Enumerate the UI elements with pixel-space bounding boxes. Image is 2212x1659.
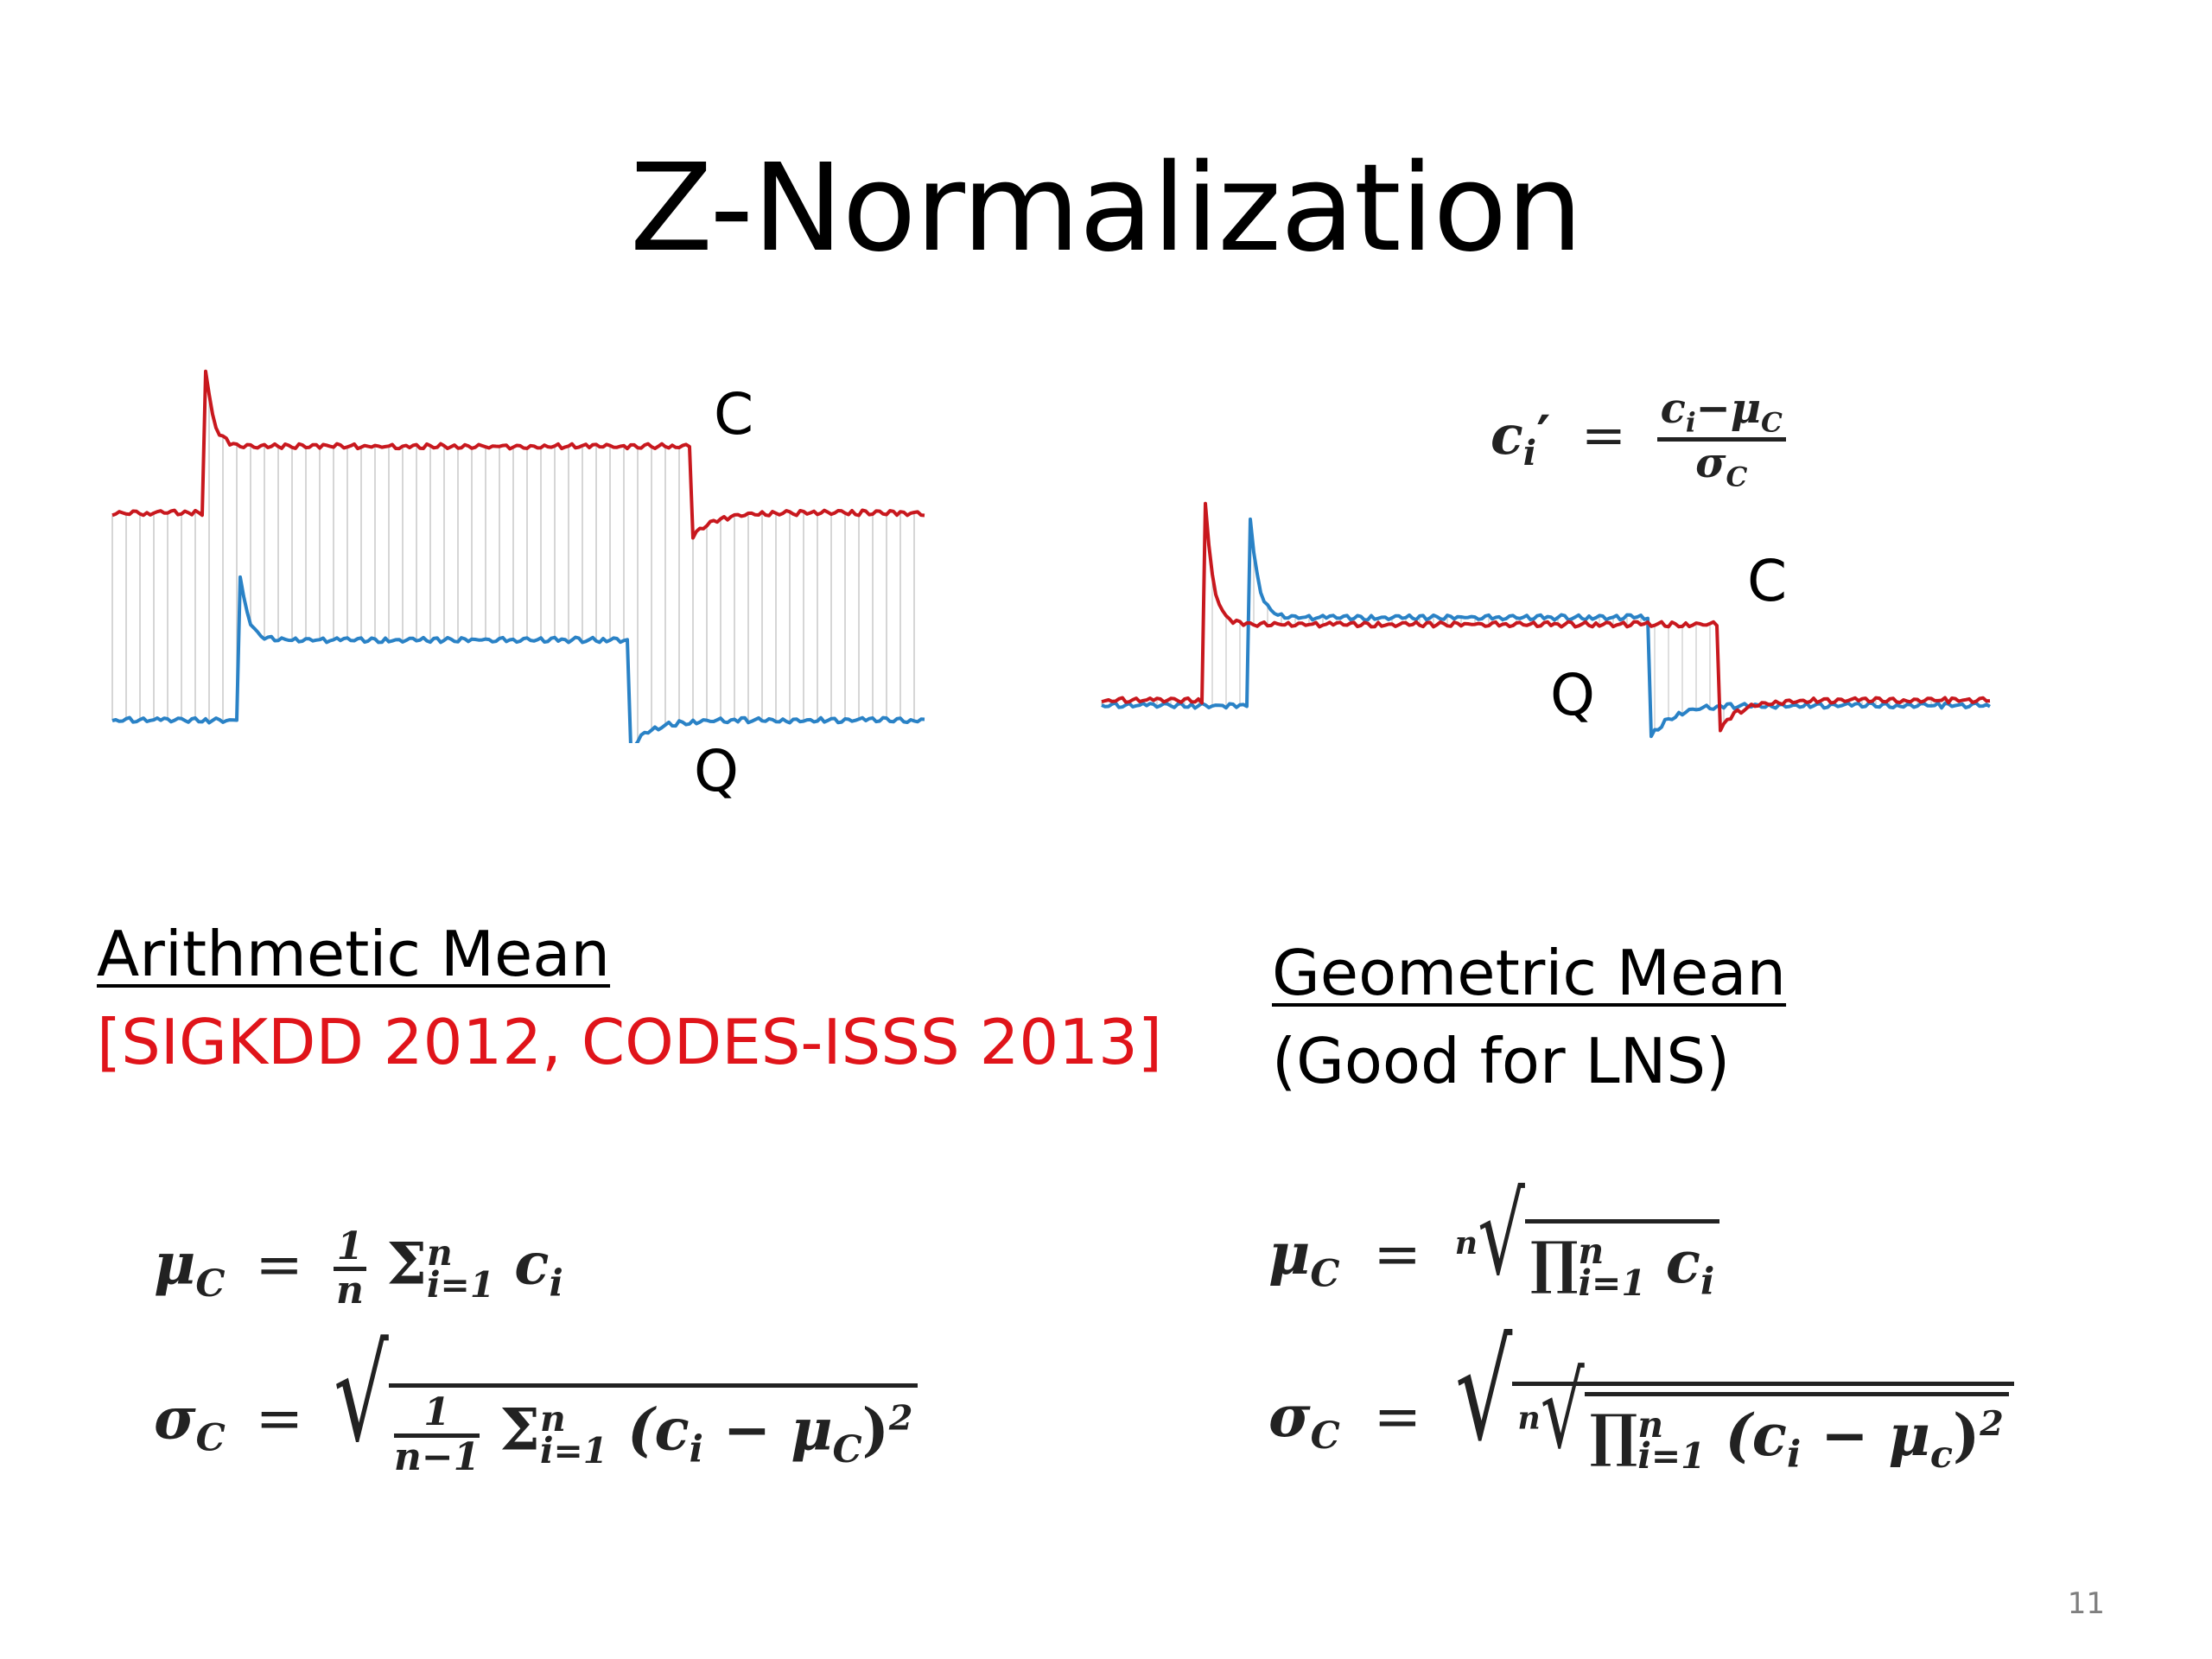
left-label-q: Q: [694, 738, 739, 804]
arithmetic-mean-heading: Arithmetic Mean: [97, 918, 611, 990]
plot-aligned-series: [1097, 493, 1996, 752]
geometric-note: (Good for LNS): [1272, 1025, 1731, 1097]
slide-title: Z-Normalization: [630, 138, 1583, 279]
geometric-std-formula: σC = √ n√ ∏ n i=1 (ci − μc)2: [1268, 1313, 2014, 1478]
z-normalization-formula: ci′ = ci−μC σC: [1491, 387, 1786, 493]
plot-unaligned-series: [108, 328, 938, 743]
aligned-series-svg: [1101, 501, 1991, 739]
arithmetic-citation: [SIGKDD 2012, CODES-ISSS 2013]: [97, 1006, 1162, 1078]
geometric-mean-heading: Geometric Mean: [1272, 937, 1787, 1009]
geometric-mean-formula: μC = n√ ∏ n i=1 ci: [1268, 1171, 1720, 1304]
unaligned-series-svg: [111, 369, 925, 743]
square-root-outer: √ n√ ∏ n i=1 (ci − μc)2: [1455, 1313, 2014, 1478]
right-label-q: Q: [1550, 662, 1595, 728]
page-number: 11: [2067, 1586, 2105, 1621]
right-label-c: C: [1747, 548, 1788, 614]
left-label-c: C: [714, 381, 754, 448]
nth-root: √ ∏ n i=1 ci: [1478, 1171, 1720, 1304]
nth-root-inner: √ ∏ n i=1 (ci − μc)2: [1541, 1351, 2009, 1478]
series-q-line: [111, 575, 925, 743]
series-q-line: [1101, 517, 1991, 739]
series-c-line: [111, 369, 925, 540]
series-c-line: [1101, 501, 1991, 733]
